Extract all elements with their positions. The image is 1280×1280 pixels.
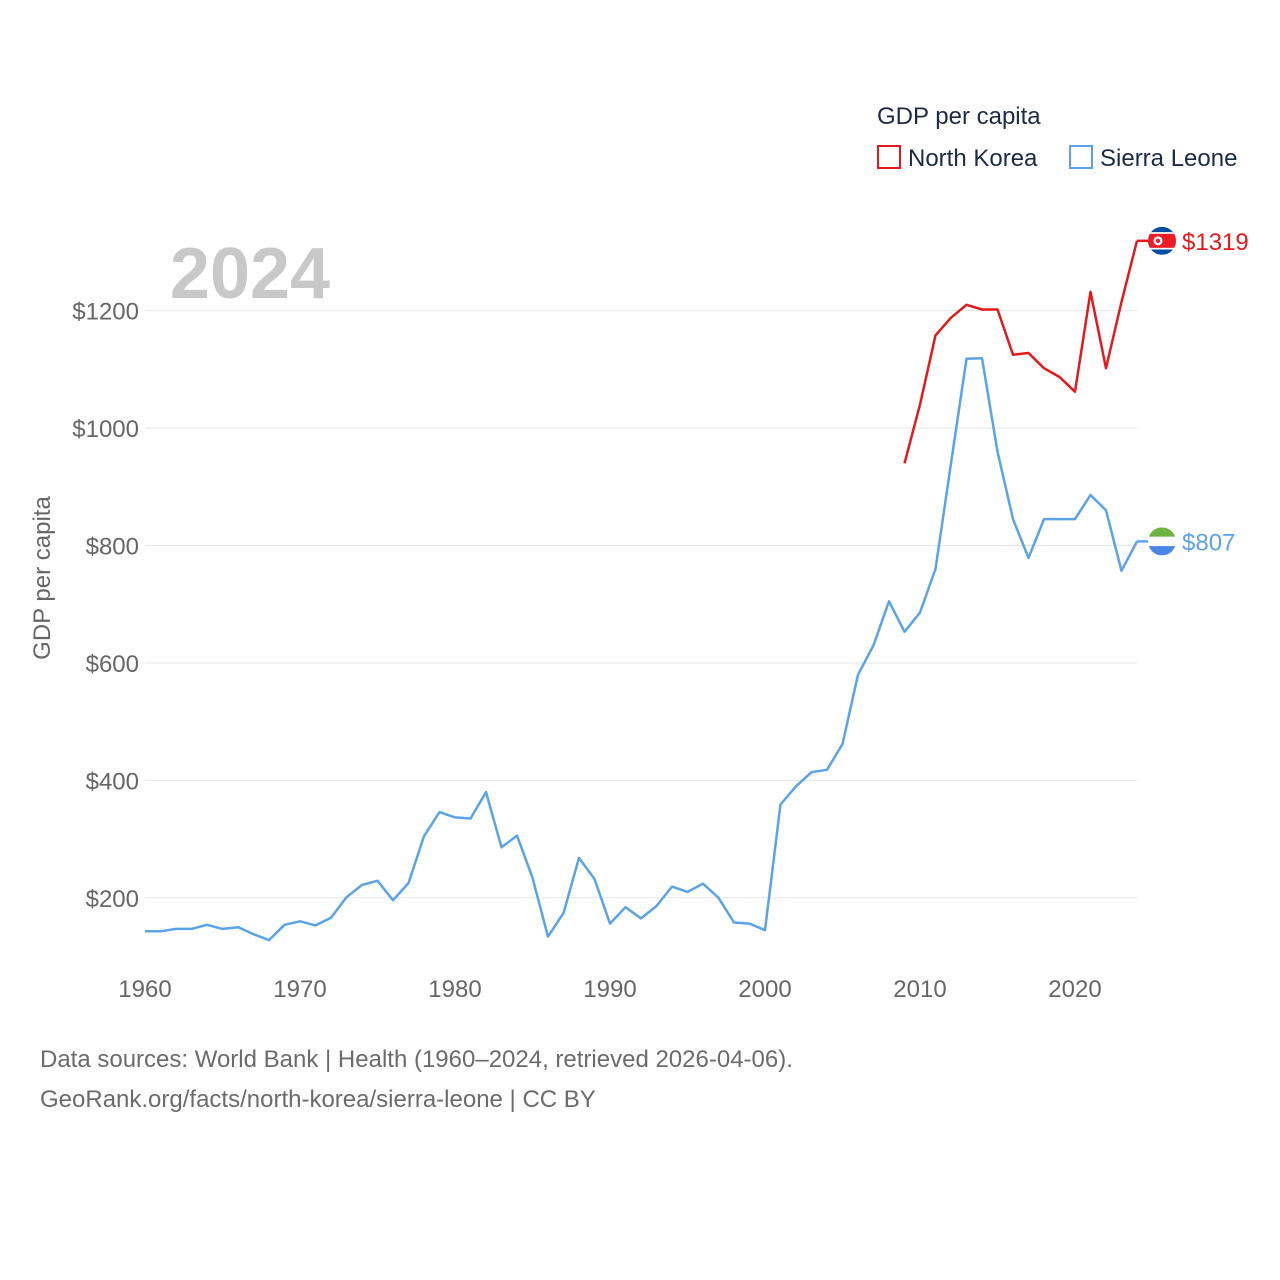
x-tick-label: 2020: [1048, 976, 1101, 1003]
legend-swatch-north-korea: [877, 145, 901, 169]
end-value-label-sierra-leone: $807: [1182, 529, 1235, 556]
legend-label-north-korea: North Korea: [908, 145, 1038, 172]
y-tick-label: $200: [86, 886, 139, 913]
x-tick-label: 2000: [738, 976, 791, 1003]
y-tick-label: $800: [86, 534, 139, 561]
x-tick-label: 1970: [273, 976, 326, 1003]
source-link: GeoRank.org/facts/north-korea/sierra-leo…: [40, 1086, 596, 1113]
x-tick-label: 2010: [893, 976, 946, 1003]
series-line-north-korea: [903, 240, 1139, 464]
gridlines: [145, 310, 1137, 899]
y-tick-label: $1200: [72, 299, 139, 326]
legend-title: GDP per capita: [877, 103, 1041, 130]
legend-swatch-sierra-leone: [1069, 145, 1093, 169]
y-axis-label: GDP per capita: [29, 496, 56, 660]
year-label: 2024: [170, 234, 330, 314]
north-korea-flag-icon: [1148, 226, 1176, 255]
x-tick-label: 1990: [583, 976, 636, 1003]
y-tick-label: $1000: [72, 416, 139, 443]
sierra-leone-flag-icon: [1148, 527, 1176, 556]
legend-label-sierra-leone: Sierra Leone: [1100, 145, 1237, 172]
series-line-sierra-leone: [145, 356, 1139, 942]
y-tick-label: $600: [86, 651, 139, 678]
series-lines: [145, 240, 1139, 942]
x-tick-label: 1980: [428, 976, 481, 1003]
x-tick-label: 1960: [118, 976, 171, 1003]
source-note: Data sources: World Bank | Health (1960–…: [40, 1046, 793, 1073]
end-value-label-north-korea: $1319: [1182, 229, 1249, 256]
y-axis-ticks: $200 $400 $600 $800 $1000 $1200: [72, 299, 139, 913]
series-end-labels: $1319 $807: [1137, 226, 1249, 556]
y-tick-label: $400: [86, 768, 139, 795]
x-axis-ticks: 1960 1970 1980 1990 2000 2010 2020: [118, 976, 1101, 1003]
legend: GDP per capita North Korea Sierra Leone: [877, 103, 1237, 172]
